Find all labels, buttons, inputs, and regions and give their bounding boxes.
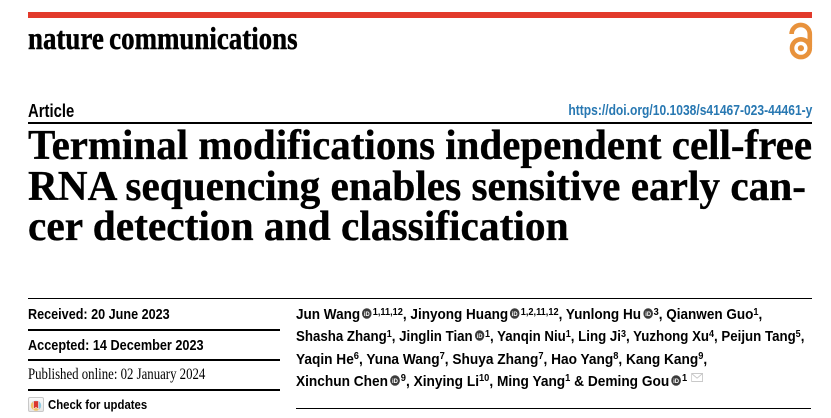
- svg-text:iD: iD: [476, 333, 482, 340]
- svg-text:iD: iD: [392, 377, 398, 384]
- svg-text:iD: iD: [364, 311, 370, 318]
- svg-text:iD: iD: [512, 311, 518, 318]
- svg-text:iD: iD: [645, 311, 651, 318]
- svg-text:iD: iD: [673, 377, 679, 384]
